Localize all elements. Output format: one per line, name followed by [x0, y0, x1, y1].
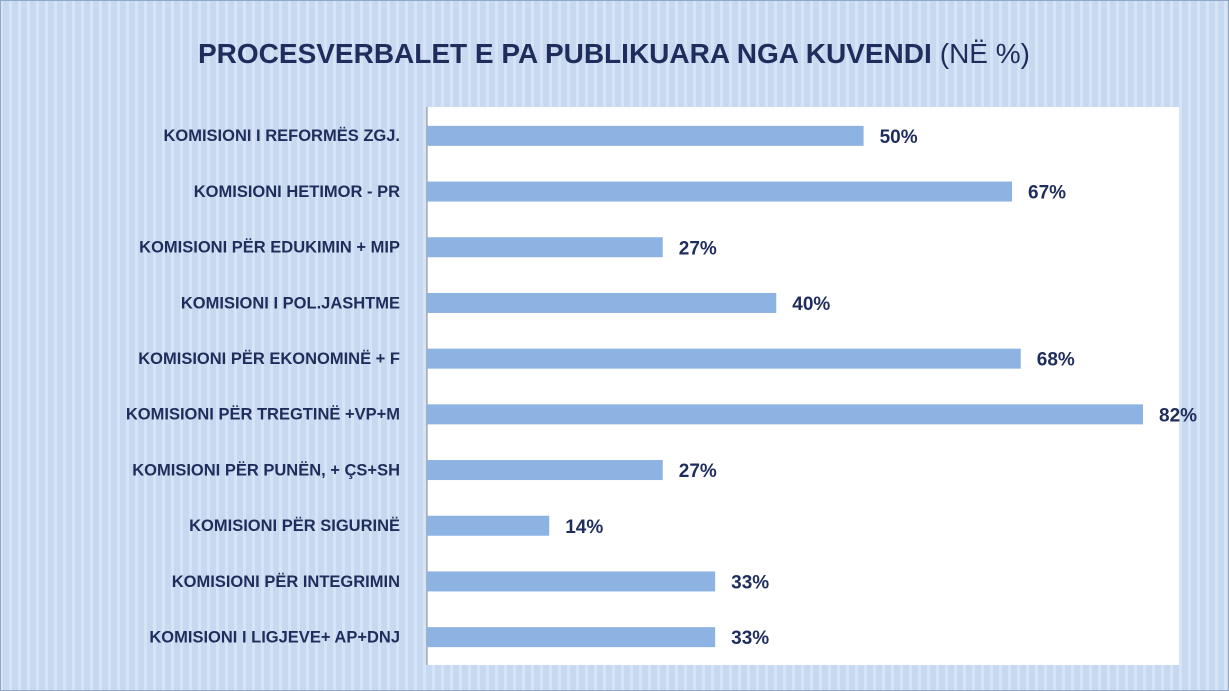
value-label: 33% — [731, 572, 769, 593]
category-label: KOMISIONI PËR PUNËN, + ÇS+SH — [132, 461, 400, 479]
bar — [427, 404, 1143, 425]
bar — [427, 460, 663, 481]
category-label: KOMISIONI HETIMOR - PR — [194, 183, 400, 201]
category-label: KOMISIONI I LIGJEVE+ AP+DNJ — [149, 629, 400, 647]
value-label: 14% — [565, 517, 603, 538]
category-label: KOMISIONI PËR SIGURINË — [189, 517, 400, 535]
bar — [427, 292, 777, 313]
bar — [427, 237, 663, 258]
bar — [427, 627, 716, 648]
value-label: 68% — [1037, 350, 1075, 371]
category-label: KOMISIONI PËR INTEGRIMIN — [172, 573, 400, 591]
value-label: 33% — [731, 628, 769, 649]
value-label: 27% — [679, 461, 717, 482]
value-label: 67% — [1028, 183, 1066, 204]
bar — [427, 125, 864, 146]
value-label: 82% — [1159, 405, 1197, 426]
chart-subtitle: (NË %) — [940, 38, 1030, 69]
category-label: KOMISIONI PËR TREGTINË +VP+M — [126, 406, 400, 424]
bar — [427, 515, 550, 536]
category-label: KOMISIONI PËR EDUKIMIN + MIP — [139, 239, 400, 257]
value-label: 50% — [880, 127, 918, 148]
category-label: KOMISIONI I REFORMËS ZGJ. — [163, 127, 400, 145]
value-label: 27% — [679, 238, 717, 259]
category-label: KOMISIONI PËR EKONOMINË + F — [138, 350, 400, 368]
chart-title-group: PROCESVERBALET E PA PUBLIKUARA NGA KUVEN… — [198, 38, 1030, 69]
value-label: 40% — [792, 294, 830, 315]
bar — [427, 348, 1021, 369]
category-label: KOMISIONI I POL.JASHTME — [181, 294, 400, 312]
chart-title: PROCESVERBALET E PA PUBLIKUARA NGA KUVEN… — [198, 38, 932, 69]
bar — [427, 571, 716, 592]
bar — [427, 181, 1013, 202]
